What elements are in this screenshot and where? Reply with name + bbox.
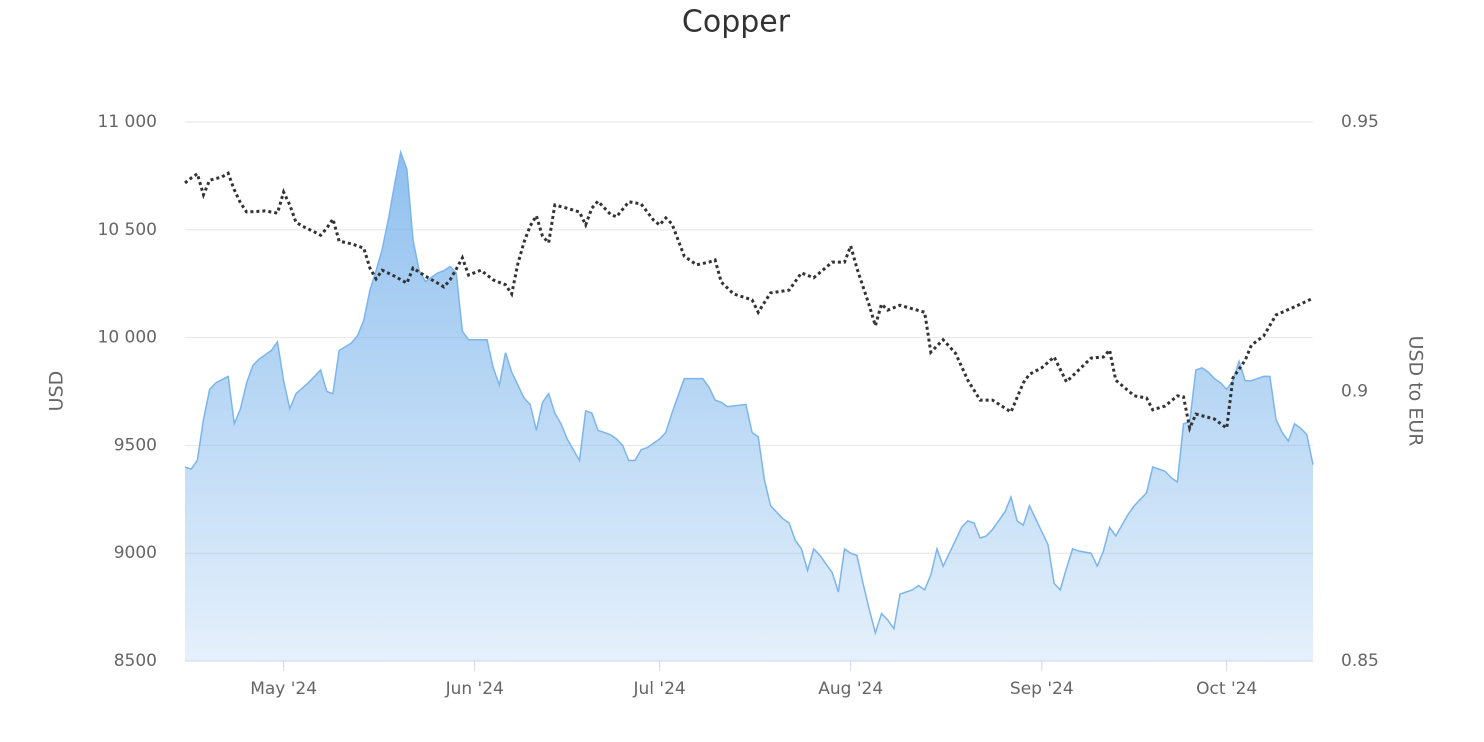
- x-tick-label: Jul '24: [633, 679, 686, 699]
- y2-tick-label: 0.9: [1341, 382, 1368, 402]
- area-line: [184, 149, 1314, 636]
- y-tick-label: 10 500: [98, 220, 157, 240]
- y-tick-label: 9000: [114, 543, 157, 563]
- x-tick-label: Oct '24: [1196, 679, 1257, 699]
- y-tick-label: 8500: [114, 651, 157, 671]
- x-tick-label: Jun '24: [445, 679, 504, 699]
- area-fill: [185, 152, 1313, 661]
- y2-axis-title: USD to EUR: [1405, 336, 1427, 447]
- x-tick-label: Sep '24: [1010, 679, 1074, 699]
- line: [184, 170, 1314, 434]
- y2-tick-label: 0.85: [1341, 651, 1379, 671]
- x-tick-label: Aug '24: [818, 679, 883, 699]
- y-tick-label: 11 000: [98, 112, 157, 132]
- y-axis-title: USD: [46, 371, 68, 412]
- x-tick-label: May '24: [250, 679, 317, 699]
- y2-tick-label: 0.95: [1341, 112, 1379, 132]
- y-tick-label: 10 000: [98, 328, 157, 348]
- y-tick-label: 9500: [114, 435, 157, 455]
- chart-title: Copper: [682, 5, 791, 40]
